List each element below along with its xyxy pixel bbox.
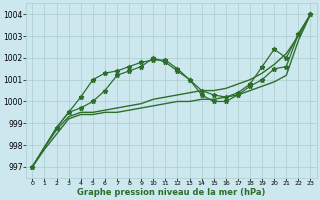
X-axis label: Graphe pression niveau de la mer (hPa): Graphe pression niveau de la mer (hPa) [77,188,266,197]
